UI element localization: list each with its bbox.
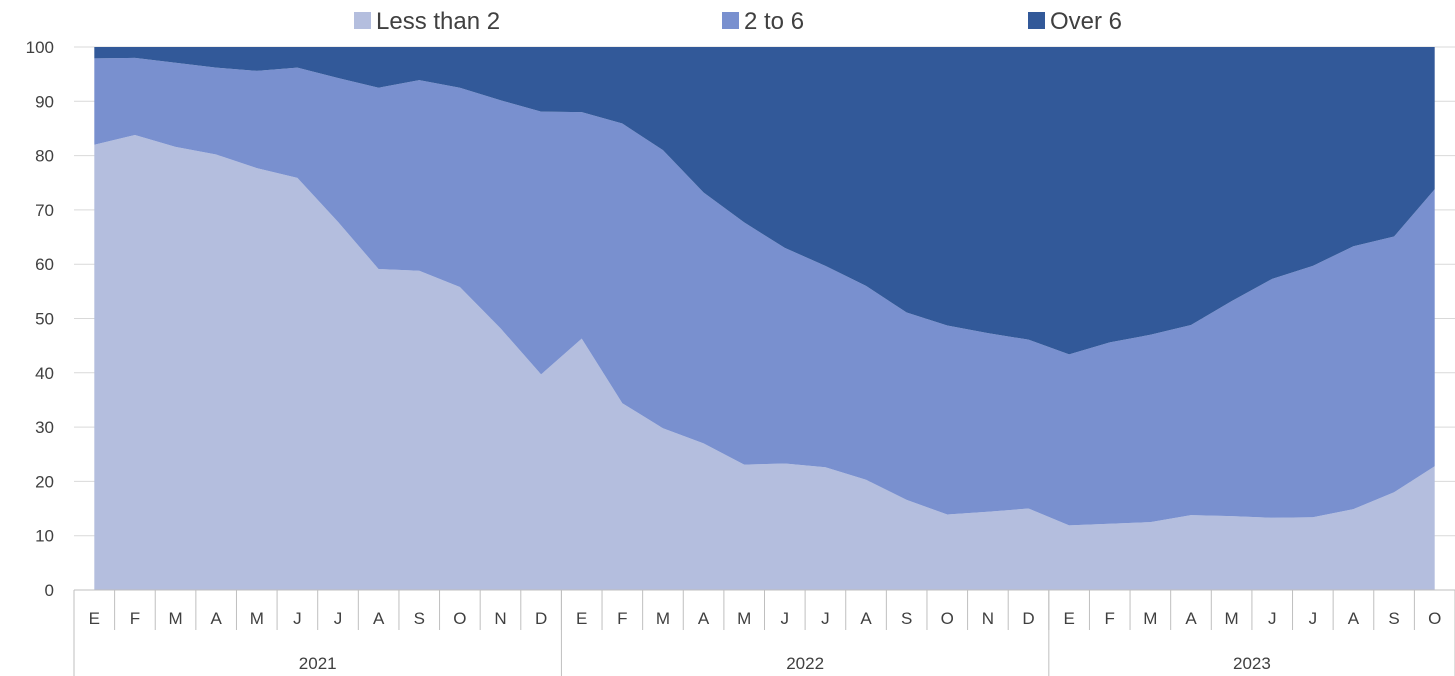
x-tick-label: J xyxy=(781,609,790,628)
y-tick-label: 0 xyxy=(45,581,54,600)
area-series xyxy=(94,47,1435,590)
legend-swatch xyxy=(1028,12,1045,29)
y-tick-label: 20 xyxy=(35,472,54,491)
x-tick-label: F xyxy=(1105,609,1115,628)
y-tick-label: 60 xyxy=(35,255,54,274)
x-tick-label: O xyxy=(453,609,466,628)
legend-item: Less than 2 xyxy=(354,8,500,35)
x-tick-label: A xyxy=(698,609,710,628)
x-tick-label: M xyxy=(1225,609,1239,628)
x-tick-label: N xyxy=(494,609,506,628)
x-tick-label: F xyxy=(130,609,140,628)
legend-swatch xyxy=(722,12,739,29)
x-tick-label: N xyxy=(982,609,994,628)
x-tick-label: M xyxy=(250,609,264,628)
x-tick-label: A xyxy=(1348,609,1360,628)
x-tick-label: J xyxy=(293,609,302,628)
x-tick-label: E xyxy=(576,609,587,628)
legend-label: Over 6 xyxy=(1050,8,1122,35)
area-over-6 xyxy=(94,47,1435,355)
legend: Less than 2 2 to 6 Over 6 xyxy=(354,8,1122,35)
x-tick-label: M xyxy=(737,609,751,628)
x-group-label: 2023 xyxy=(1233,654,1271,673)
x-axis: E F M A M J J A S O N D E F M A M J J A S O N D E F M A M J J A S O 2021 20… xyxy=(73,589,1455,676)
x-tick-label: O xyxy=(941,609,954,628)
x-tick-label: M xyxy=(656,609,670,628)
x-tick-label: D xyxy=(535,609,547,628)
x-tick-label: O xyxy=(1428,609,1441,628)
x-group-label: 2021 xyxy=(299,654,337,673)
x-tick-label: S xyxy=(414,609,425,628)
y-tick-label: 90 xyxy=(35,92,54,111)
legend-item: Over 6 xyxy=(1028,8,1122,35)
x-tick-label: A xyxy=(210,609,222,628)
area-2-to-6 xyxy=(94,57,1435,526)
y-tick-label: 100 xyxy=(26,38,54,57)
x-tick-label: J xyxy=(1268,609,1277,628)
y-tick-label: 40 xyxy=(35,364,54,383)
x-tick-label: M xyxy=(1143,609,1157,628)
x-tick-label: D xyxy=(1022,609,1034,628)
y-tick-label: 10 xyxy=(35,527,54,546)
x-tick-label: S xyxy=(1388,609,1399,628)
x-tick-label: A xyxy=(860,609,872,628)
x-tick-label: A xyxy=(1185,609,1197,628)
legend-swatch xyxy=(354,12,371,29)
x-tick-label: J xyxy=(821,609,830,628)
legend-item: 2 to 6 xyxy=(722,8,804,35)
area-less-than-2 xyxy=(94,134,1435,590)
x-tick-label: S xyxy=(901,609,912,628)
x-tick-label: J xyxy=(334,609,343,628)
y-tick-label: 70 xyxy=(35,201,54,220)
y-tick-label: 80 xyxy=(35,147,54,166)
legend-label: 2 to 6 xyxy=(744,8,804,35)
x-tick-label: A xyxy=(373,609,385,628)
legend-label: Less than 2 xyxy=(376,8,500,35)
x-group-label: 2022 xyxy=(786,654,824,673)
x-tick-label: E xyxy=(89,609,100,628)
x-tick-label: E xyxy=(1063,609,1074,628)
x-tick-label: F xyxy=(617,609,627,628)
y-tick-label: 50 xyxy=(35,310,54,329)
x-tick-label: M xyxy=(168,609,182,628)
y-tick-label: 30 xyxy=(35,418,54,437)
x-tick-label: J xyxy=(1309,609,1318,628)
y-axis: 0 10 20 30 40 50 60 70 80 90 100 xyxy=(26,38,54,600)
